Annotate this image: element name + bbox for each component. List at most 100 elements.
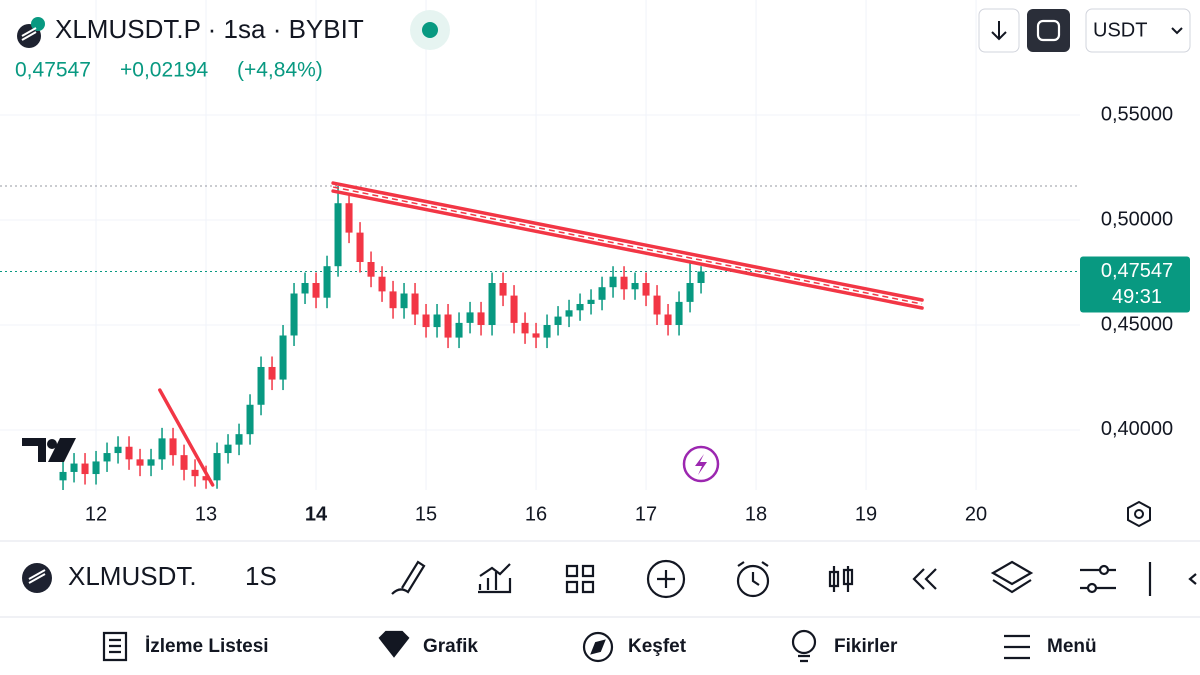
explore-icon[interactable] xyxy=(582,631,614,663)
candle-body xyxy=(697,271,705,283)
logo-badge xyxy=(31,17,45,31)
scale-settings[interactable] xyxy=(1127,500,1151,528)
toolbar-interval[interactable]: 1S xyxy=(245,561,277,591)
candle-body xyxy=(103,453,111,462)
candle-body xyxy=(345,203,353,233)
y-tick-label: 0,55000 xyxy=(1101,103,1173,125)
candle-body xyxy=(653,295,661,315)
candle-body xyxy=(334,203,342,267)
tv-logo-dot xyxy=(47,439,57,449)
countdown: 49:31 xyxy=(1112,286,1162,308)
candle-body xyxy=(444,314,452,338)
candle-body xyxy=(543,324,551,338)
nav-icons xyxy=(102,629,1030,663)
candle-body xyxy=(411,293,419,315)
x-tick-label: 20 xyxy=(965,503,987,525)
candle-body xyxy=(587,299,595,304)
candle-body xyxy=(631,282,639,290)
last-price-label: 0,47547 xyxy=(1101,260,1173,282)
candle-body xyxy=(125,446,133,460)
x-tick-label: 16 xyxy=(525,503,547,525)
currency-label: USDT xyxy=(1093,19,1147,41)
quote-change-pct: (+4,84%) xyxy=(237,59,323,82)
candle-body xyxy=(675,301,683,325)
candle-body xyxy=(279,335,287,380)
toolbar-icons xyxy=(391,559,1197,599)
candle-body xyxy=(290,293,298,336)
x-tick-label: 12 xyxy=(85,503,107,525)
symbol-title[interactable]: XLMUSDT.P · 1sa · BYBIT xyxy=(55,14,364,44)
candle-body xyxy=(323,266,331,298)
candle-body xyxy=(389,291,397,309)
trendline xyxy=(331,189,924,310)
nav-watchlist[interactable]: İzleme Listesi xyxy=(145,636,269,657)
candle-body xyxy=(180,455,188,470)
currency-select[interactable] xyxy=(1085,8,1191,53)
indicators-icon[interactable] xyxy=(478,563,512,594)
layers-icon[interactable] xyxy=(990,560,1034,594)
candle-body xyxy=(213,453,221,481)
candle-body xyxy=(499,282,507,296)
candle-body xyxy=(565,310,573,317)
candles-icon[interactable] xyxy=(828,566,854,592)
x-tick-label: 14 xyxy=(305,503,328,525)
layouts-icon[interactable] xyxy=(565,564,595,594)
y-tick-label: 0,40000 xyxy=(1101,418,1173,440)
fullscreen-button[interactable] xyxy=(1027,9,1070,52)
menu-icon[interactable] xyxy=(1004,634,1030,660)
candle-body xyxy=(488,282,496,325)
candle-body xyxy=(246,404,254,435)
candle-body xyxy=(510,295,518,323)
nav-ideas[interactable]: Fikirler xyxy=(834,636,898,657)
x-tick-label: 15 xyxy=(415,503,437,525)
settings-icon[interactable] xyxy=(1080,568,1116,590)
chevron xyxy=(1171,27,1183,35)
candle-body xyxy=(92,461,100,475)
toolbar-symbol[interactable]: XLMUSDT. xyxy=(68,561,197,591)
ideas-icon[interactable] xyxy=(791,629,817,655)
nav-menu[interactable]: Menü xyxy=(1047,636,1097,657)
candle-body xyxy=(257,366,265,405)
candle-body xyxy=(664,314,672,325)
replay-icon[interactable] xyxy=(912,568,937,590)
watchlist-icon[interactable] xyxy=(102,631,128,662)
download-icon xyxy=(991,21,1007,41)
channel-midline xyxy=(332,186,923,305)
draw-icon[interactable] xyxy=(391,560,426,595)
candle-body xyxy=(554,316,562,325)
alert-icon[interactable] xyxy=(736,564,770,598)
market-status[interactable] xyxy=(422,22,438,38)
candle-body xyxy=(81,463,89,475)
quote-price: 0,47547 xyxy=(15,59,91,82)
tv-logo xyxy=(22,438,76,462)
trendline xyxy=(158,388,215,487)
candle-body xyxy=(400,293,408,309)
settings-dot xyxy=(1134,509,1144,519)
chart-icon[interactable] xyxy=(378,630,410,658)
x-tick-label: 13 xyxy=(195,503,217,525)
candle-body xyxy=(433,314,441,328)
candle-body xyxy=(532,333,540,338)
candle-body xyxy=(576,303,584,311)
toolbar-logo-glyph xyxy=(28,569,46,584)
add-icon[interactable] xyxy=(646,559,686,599)
nav-explore[interactable]: Keşfet xyxy=(628,636,687,657)
candle-body xyxy=(169,438,177,456)
candle-body xyxy=(422,314,430,328)
candle-body xyxy=(224,444,232,454)
y-tick-label: 0,45000 xyxy=(1101,313,1173,335)
candle-body xyxy=(367,262,375,277)
nav-chart[interactable]: Grafik xyxy=(423,636,478,657)
candle-body xyxy=(378,276,386,292)
candle-body xyxy=(312,282,320,298)
candle-body xyxy=(620,276,628,290)
lightning-icon xyxy=(695,454,707,475)
candle-body xyxy=(686,282,694,302)
candle-body xyxy=(598,287,606,300)
candle-body xyxy=(268,366,276,380)
y-tick-label: 0,50000 xyxy=(1101,208,1173,230)
candle-body xyxy=(202,476,210,481)
plot-area xyxy=(0,181,1080,490)
logo-glyph xyxy=(21,27,37,41)
candle-body xyxy=(59,471,67,481)
